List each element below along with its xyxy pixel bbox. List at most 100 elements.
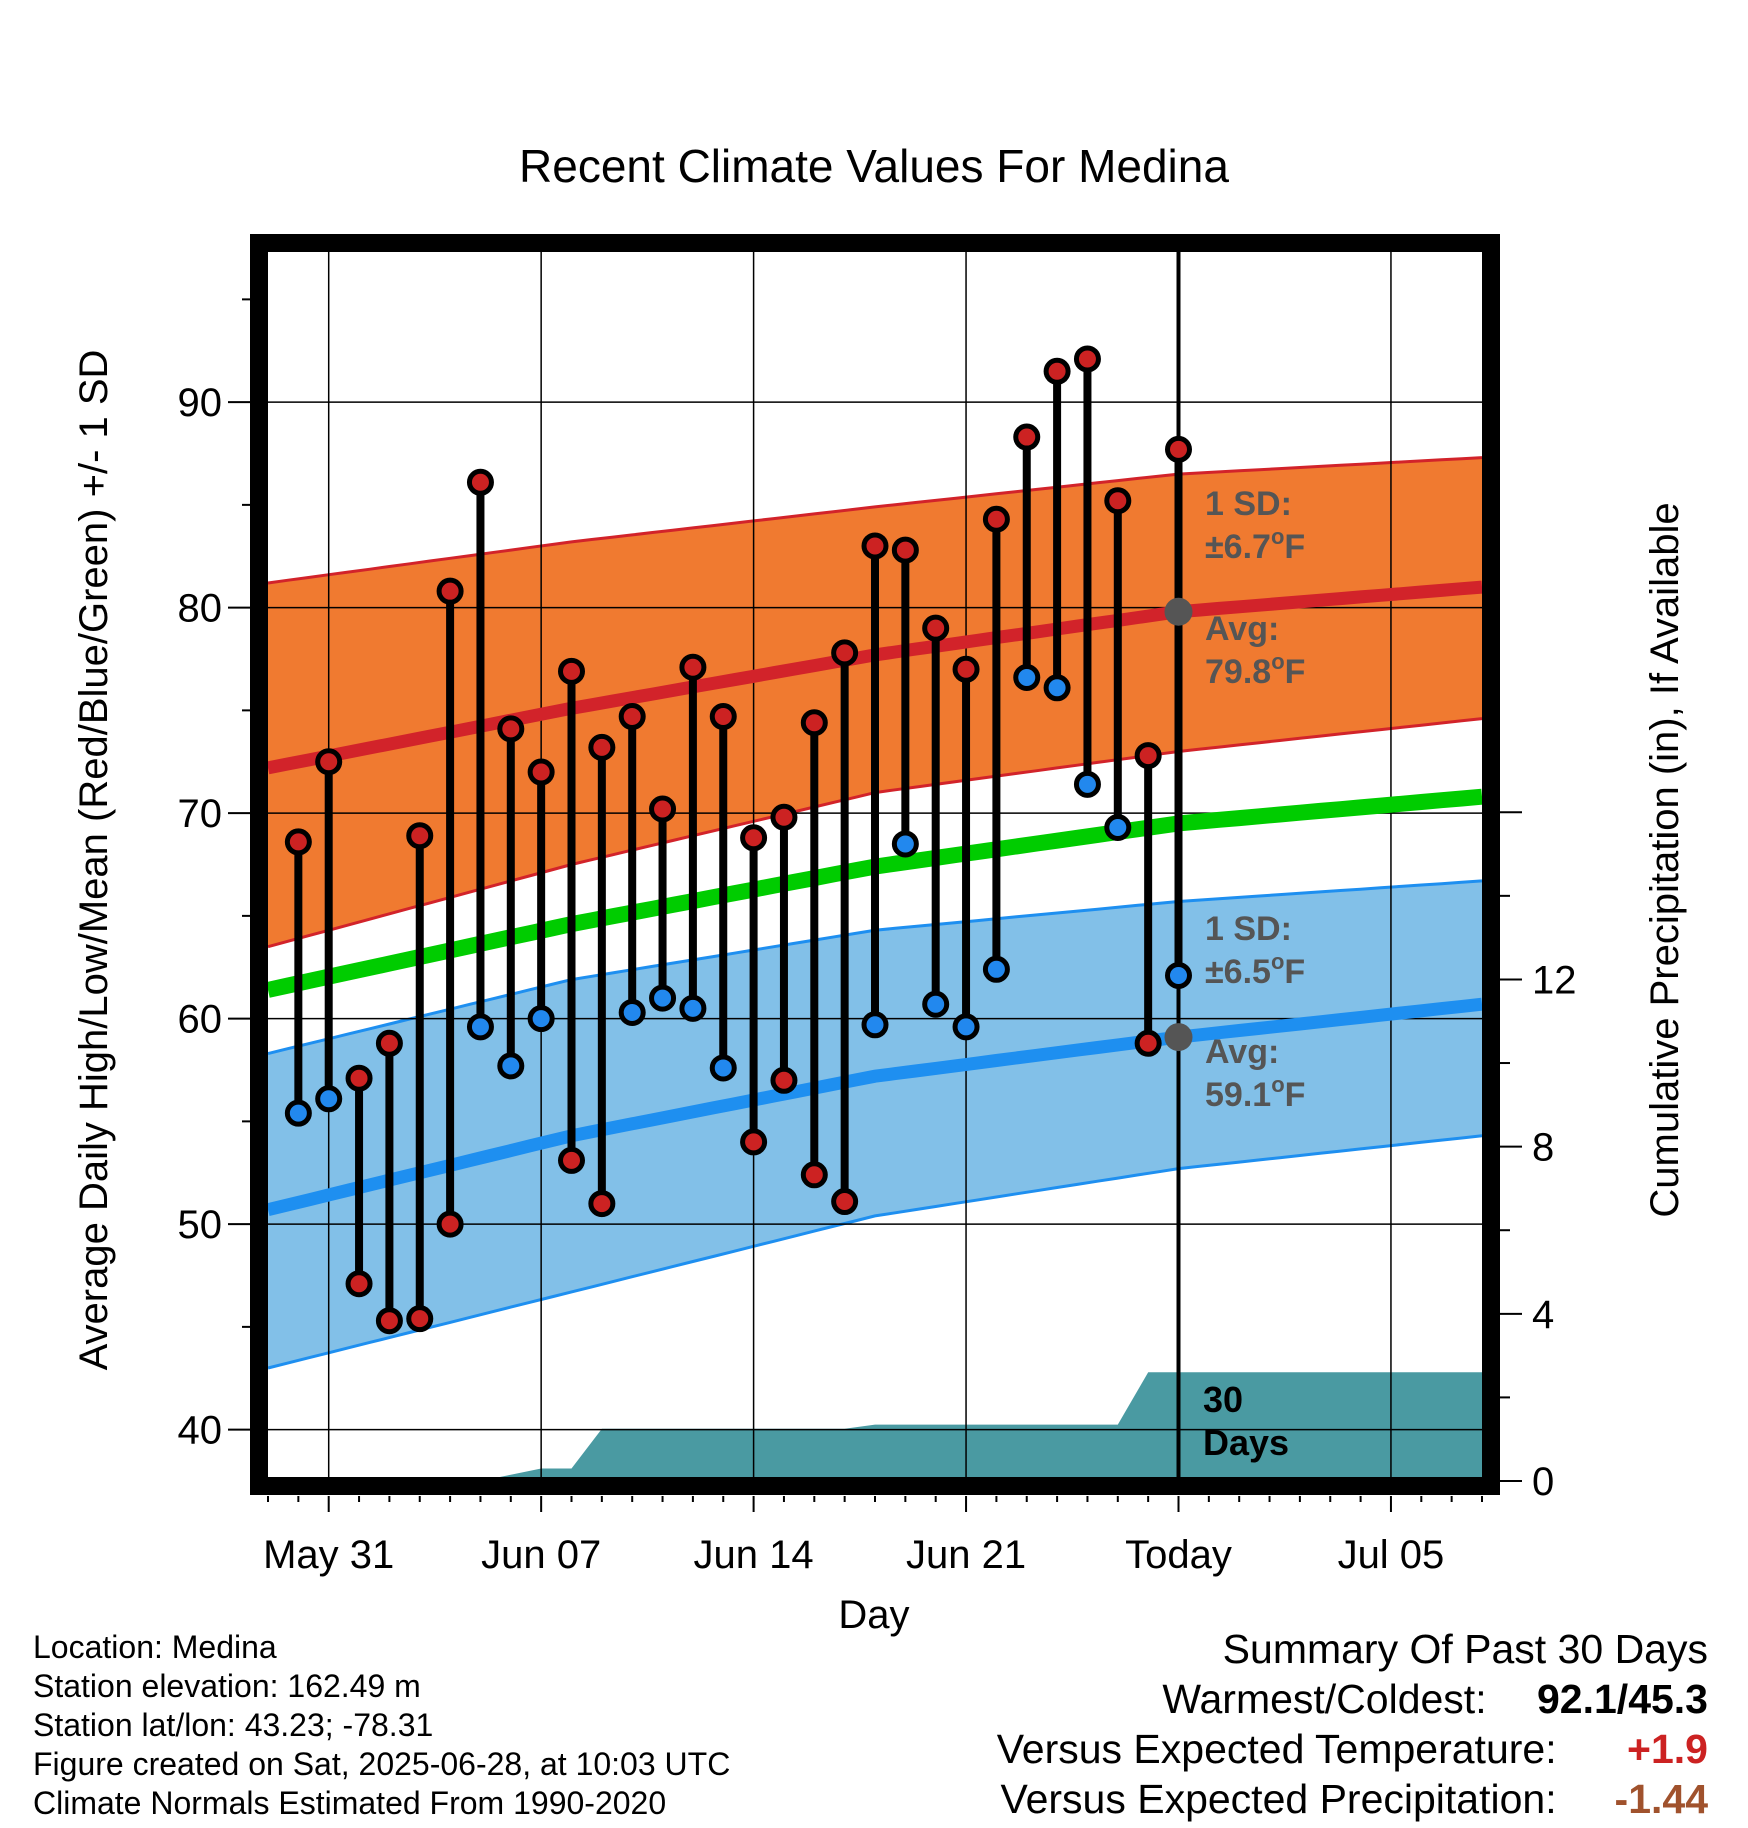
obs-low-point — [952, 1013, 980, 1041]
days-label-line1: 30 — [1203, 1379, 1243, 1420]
obs-low-point — [1104, 814, 1132, 842]
obs-low-point — [649, 984, 677, 1012]
info-location: Location: Medina — [33, 1629, 277, 1665]
y-tick-label: 90 — [178, 381, 223, 425]
obs-low-point — [406, 1305, 434, 1333]
obs-low-point — [436, 1210, 464, 1238]
y-tick-label: 70 — [178, 792, 223, 836]
obs-low-point — [315, 1085, 343, 1113]
obs-low-point — [861, 1011, 889, 1039]
x-tick-label: Jun 14 — [694, 1533, 814, 1577]
obs-low-point — [740, 1128, 768, 1156]
obs-low-point — [375, 1307, 403, 1335]
y-axis-label: Average Daily High/Low/Mean (Red/Blue/Gr… — [72, 350, 116, 1371]
high-normal-annotation: 1 SD: ±6.7oF Avg: 79.8oF — [1205, 485, 1305, 691]
summary-warmest-value: 92.1/45.3 — [1537, 1676, 1708, 1722]
obs-high-point — [1043, 357, 1071, 385]
obs-low-point — [588, 1190, 616, 1218]
low-normal-annotation: 1 SD: ±6.5oF Avg: 59.1oF — [1205, 910, 1305, 1114]
obs-high-point — [588, 733, 616, 761]
obs-high-point — [1134, 742, 1162, 770]
high-avg-value: 79.8oF — [1205, 649, 1305, 691]
info-normals: Climate Normals Estimated From 1990-2020 — [33, 1785, 667, 1821]
obs-high-point — [375, 1029, 403, 1057]
summary-temp-label: Versus Expected Temperature: — [996, 1726, 1557, 1772]
obs-low-point — [1073, 770, 1101, 798]
low-sd-value: ±6.5oF — [1205, 949, 1305, 991]
low-sd-lower-edge — [267, 1134, 1483, 1370]
obs-low-point — [679, 994, 707, 1022]
precip-area — [268, 1372, 1482, 1481]
obs-high-point — [1073, 345, 1101, 373]
high-avg-marker — [1164, 597, 1193, 626]
y-tick-label: 50 — [178, 1203, 223, 1247]
y2-axis-label: Cumulative Precipitation (in), If Availa… — [1643, 502, 1687, 1217]
obs-high-point — [861, 532, 889, 560]
obs-low-point — [618, 998, 646, 1026]
obs-high-point — [679, 653, 707, 681]
summary-precip-value: -1.44 — [1614, 1776, 1708, 1822]
obs-high-point — [800, 709, 828, 737]
x-tick-label: Jun 07 — [481, 1533, 601, 1577]
obs-high-point — [618, 703, 646, 731]
low-avg-marker — [1164, 1023, 1193, 1052]
obs-high-point — [922, 614, 950, 642]
info-created: Figure created on Sat, 2025-06-28, at 10… — [33, 1746, 731, 1782]
obs-low-point — [800, 1161, 828, 1189]
obs-low-point — [709, 1054, 737, 1082]
obs-low-point — [1043, 674, 1071, 702]
obs-high-point — [1013, 423, 1041, 451]
low-normal-line — [266, 997, 1483, 1217]
low-avg-value: 59.1oF — [1205, 1072, 1305, 1114]
summary-precip-label: Versus Expected Precipitation: — [1000, 1776, 1557, 1822]
x-tick-label: Jul 05 — [1338, 1533, 1445, 1577]
obs-low-point — [922, 990, 950, 1018]
obs-low-point — [1134, 1029, 1162, 1057]
summary-warmest-row: Warmest/Coldest: 92.1/45.3 — [997, 1674, 1708, 1724]
obs-high-point — [952, 655, 980, 683]
obs-high-point — [982, 505, 1010, 533]
high-sd-label: 1 SD: — [1205, 485, 1292, 523]
obs-high-point — [558, 657, 585, 685]
summary-panel: Summary Of Past 30 Days Warmest/Coldest:… — [997, 1624, 1708, 1824]
obs-high-point — [1104, 487, 1132, 515]
chart-title: Recent Climate Values For Medina — [519, 140, 1229, 192]
y-tick-label: 80 — [178, 587, 223, 631]
obs-low-point — [770, 1066, 798, 1094]
summary-temp-row: Versus Expected Temperature: +1.9 — [997, 1724, 1708, 1774]
low-avg-label: Avg: — [1205, 1033, 1279, 1071]
info-latlon: Station lat/lon: 43.23; -78.31 — [33, 1707, 434, 1743]
obs-high-point — [436, 577, 464, 605]
days-label-line2: Days — [1203, 1422, 1289, 1463]
x-tick-label: Today — [1125, 1533, 1232, 1577]
obs-high-point — [740, 824, 768, 852]
obs-high-point — [527, 758, 555, 786]
obs-low-point — [982, 955, 1010, 983]
obs-low-point — [345, 1270, 373, 1298]
info-elevation: Station elevation: 162.49 m — [33, 1668, 421, 1704]
obs-high-point — [831, 639, 859, 667]
station-info: Location: Medina Station elevation: 162.… — [33, 1628, 730, 1823]
x-axis-label: Day — [838, 1593, 909, 1637]
summary-temp-value: +1.9 — [1627, 1726, 1708, 1772]
high-sd-value: ±6.7oF — [1205, 524, 1305, 566]
obs-low-point — [466, 1013, 494, 1041]
x-tick-label: May 31 — [263, 1533, 394, 1577]
obs-low-point — [284, 1099, 312, 1127]
y2-tick-label: 4 — [1532, 1293, 1554, 1337]
obs-high-point — [284, 828, 312, 856]
obs-high-point — [649, 795, 677, 823]
y2-tick-label: 0 — [1532, 1460, 1554, 1504]
obs-low-point — [1165, 961, 1192, 989]
y-tick-label: 60 — [178, 998, 223, 1042]
summary-warmest-label: Warmest/Coldest: — [1162, 1676, 1487, 1722]
y2-tick-label: 8 — [1532, 1126, 1554, 1170]
x-tick-label: Jun 21 — [906, 1533, 1026, 1577]
y-tick-label: 40 — [178, 1409, 223, 1453]
obs-low-point — [527, 1005, 555, 1033]
plot-frame — [250, 234, 1500, 1495]
high-sd-upper-edge — [267, 456, 1483, 585]
obs-high-point — [497, 715, 525, 743]
obs-low-point — [1013, 663, 1041, 691]
